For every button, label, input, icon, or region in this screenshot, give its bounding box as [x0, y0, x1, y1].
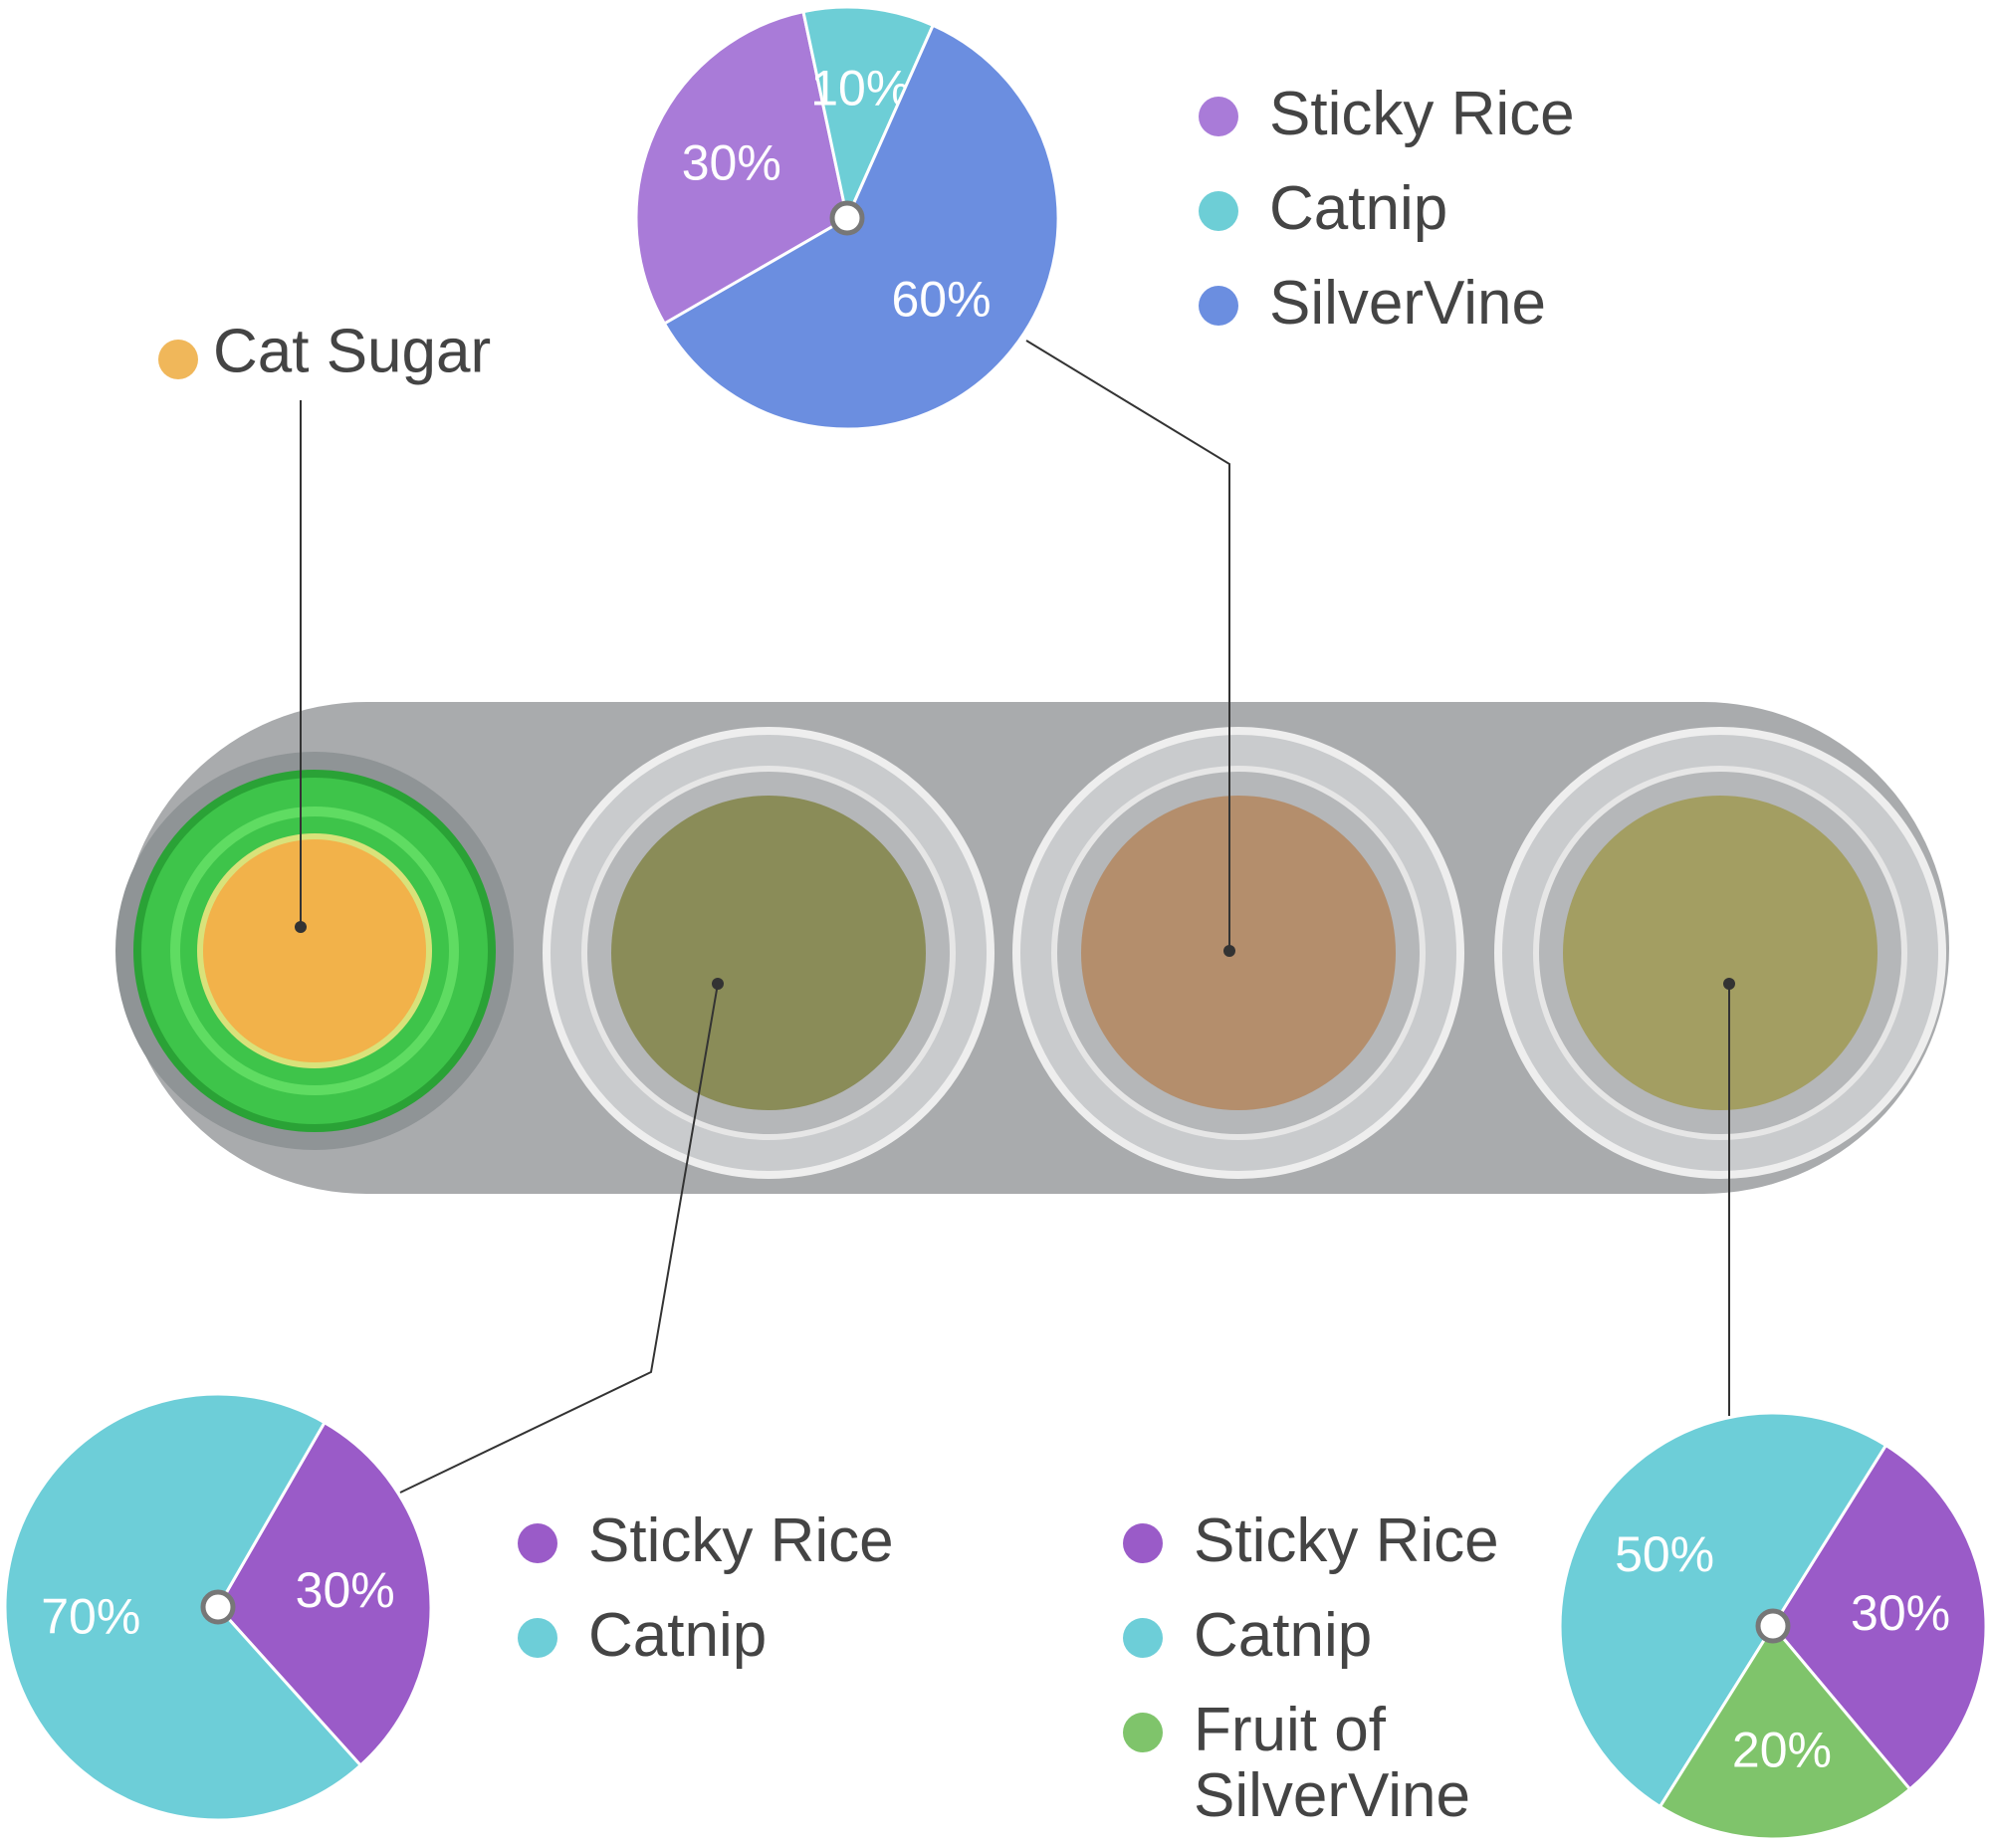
- slice-label: 70%: [41, 1589, 140, 1645]
- pie-center: [829, 200, 865, 236]
- legend-swatch: [518, 1618, 557, 1658]
- cap-ring: [170, 807, 459, 1095]
- legend-label: Catnip: [1269, 174, 1448, 243]
- legend-swatch: [1199, 286, 1238, 326]
- slice-label: 30%: [296, 1562, 395, 1618]
- slice-label: 60%: [891, 271, 991, 327]
- slice-label: 50%: [1615, 1526, 1714, 1582]
- slice-label: 30%: [1851, 1585, 1950, 1641]
- pie-slice: [3, 1392, 363, 1822]
- legend-swatch: [1199, 191, 1238, 231]
- legend-label: SilverVine: [1269, 269, 1547, 338]
- legend-swatch: [1123, 1523, 1163, 1563]
- leader-dot: [712, 978, 724, 990]
- legend-label: Sticky Rice: [1269, 80, 1575, 148]
- pie-slice: [1658, 1623, 1912, 1841]
- holders: [543, 727, 1946, 1179]
- ball: [1563, 796, 1878, 1110]
- pie-slice: [216, 1420, 433, 1768]
- leader-line: [1025, 340, 1230, 951]
- legend-swatch: [1123, 1618, 1163, 1658]
- legend-label: Sticky Rice: [588, 1506, 894, 1575]
- legend-swatch: [1123, 1713, 1163, 1752]
- pie-slice: [634, 9, 849, 327]
- slice-label: 20%: [1732, 1722, 1832, 1777]
- slice-label: 10%: [810, 61, 910, 116]
- legend-swatch: [518, 1523, 557, 1563]
- annotation: Cat Sugar: [213, 317, 491, 385]
- leader-dots: [295, 921, 1735, 990]
- ball: [611, 796, 926, 1110]
- pie-slice: [1771, 1443, 1988, 1792]
- leader-lines: [300, 340, 1730, 1494]
- legend-label: Fruit of SilverVine: [1194, 1696, 1471, 1830]
- ball: [1081, 796, 1396, 1110]
- cat-sugar-ball: [197, 833, 432, 1068]
- leader-dot: [295, 921, 307, 933]
- legend-label: Catnip: [1194, 1601, 1373, 1670]
- legend-swatch: [1199, 97, 1238, 136]
- slice-label: 30%: [682, 134, 781, 190]
- leader-dot: [1223, 945, 1235, 957]
- legend-swatch: [158, 340, 198, 379]
- pie-slice: [1559, 1412, 1888, 1809]
- pie-center: [1755, 1608, 1791, 1644]
- leader-dot: [1723, 978, 1735, 990]
- legend-label: Catnip: [588, 1601, 768, 1670]
- pie-slice: [801, 5, 936, 223]
- pie-center: [200, 1589, 236, 1625]
- legend-label: Sticky Rice: [1194, 1506, 1499, 1575]
- leader-line: [399, 983, 719, 1494]
